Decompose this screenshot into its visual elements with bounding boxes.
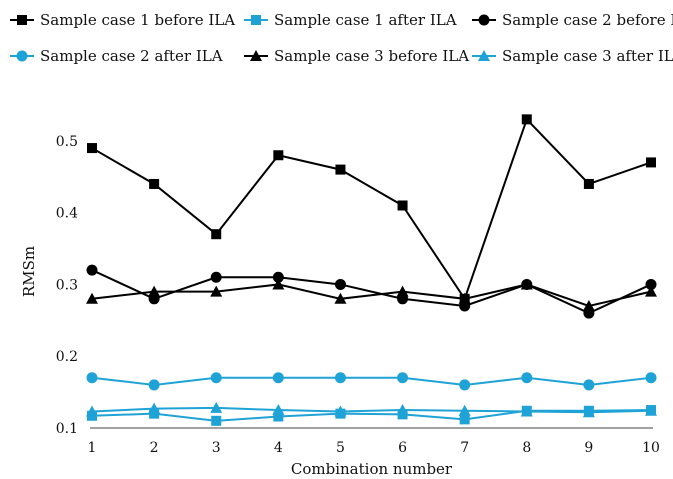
x-axis-title: Combination number — [291, 460, 453, 478]
legend-label: Sample case 3 before ILA — [274, 47, 469, 65]
data-point — [86, 264, 98, 276]
legend-entry: Sample case 1 before ILA — [10, 11, 235, 29]
legend-entry: Sample case 1 after ILA — [244, 11, 457, 29]
data-point — [458, 292, 471, 304]
data-point — [210, 372, 222, 384]
data-point — [582, 406, 595, 418]
data-point — [86, 372, 98, 384]
x-tick-label: 2 — [150, 440, 159, 456]
series-line — [91, 409, 652, 422]
series-6 — [86, 401, 657, 418]
data-point — [211, 415, 222, 426]
y-tick-label: 0.1 — [56, 421, 78, 437]
legend-label: Sample case 2 after ILA — [40, 47, 223, 65]
series-line — [91, 283, 652, 308]
data-point — [148, 402, 161, 414]
legend-label: Sample case 3 after ILA — [502, 47, 673, 65]
x-tick-label: 10 — [642, 440, 660, 456]
y-tick-label: 0.2 — [56, 349, 78, 365]
legend: Sample case 1 before ILA Sample case 1 af… — [10, 11, 673, 65]
data-point — [273, 150, 284, 161]
series-5 — [86, 278, 657, 311]
legend-marker — [17, 15, 27, 25]
data-point — [86, 405, 98, 417]
data-point — [521, 114, 532, 125]
data-point — [520, 405, 533, 417]
data-point — [396, 404, 409, 416]
series-line — [91, 269, 652, 315]
data-point — [148, 379, 160, 391]
data-point — [520, 278, 533, 290]
x-tick-labels: 1 2 3 4 5 6 7 8 9 10 — [88, 440, 660, 456]
data-point — [272, 278, 285, 290]
data-point — [149, 178, 160, 189]
legend-label: Sample case 1 after ILA — [274, 11, 457, 29]
data-point — [582, 299, 595, 311]
data-point — [87, 143, 97, 154]
series-line — [91, 117, 652, 302]
data-point — [86, 292, 98, 304]
data-point — [396, 285, 409, 297]
x-tick-label: 6 — [398, 440, 407, 456]
data-point — [273, 411, 284, 422]
data-point — [459, 414, 470, 425]
legend-entry: Sample case 3 before ILA — [244, 47, 469, 65]
data-point — [272, 372, 284, 384]
data-point — [521, 372, 533, 384]
data-point — [210, 285, 223, 297]
data-point — [272, 404, 285, 416]
data-point — [334, 278, 346, 290]
data-point — [646, 157, 656, 168]
y-tick-label: 0.5 — [56, 134, 78, 150]
data-point — [148, 285, 161, 297]
legend-marker — [251, 15, 261, 25]
legend-entry: Sample case 2 before ILA — [472, 11, 673, 29]
data-point — [335, 164, 346, 175]
data-point — [210, 271, 222, 283]
legend-marker — [478, 50, 490, 61]
y-axis-title: RMSm — [20, 246, 38, 297]
x-tick-label: 5 — [336, 440, 345, 456]
x-tick-label: 1 — [88, 440, 97, 456]
legend-marker — [250, 50, 262, 61]
y-tick-labels: 0.1 0.2 0.3 0.4 0.5 — [56, 134, 78, 437]
x-tick-label: 7 — [460, 440, 469, 456]
series-1 — [87, 114, 656, 304]
data-point — [334, 405, 347, 417]
x-tick-label: 4 — [274, 440, 283, 456]
data-point — [583, 178, 594, 189]
data-point — [645, 404, 657, 416]
data-point — [334, 372, 346, 384]
data-point — [149, 408, 160, 419]
data-point — [334, 292, 347, 304]
axes: 1 2 3 4 5 6 7 8 9 10 0.1 0.2 0.3 0.4 0.5 Combination … — [20, 134, 660, 478]
x-tick-label: 9 — [584, 440, 593, 456]
data-point — [459, 379, 471, 391]
legend-entry: Sample case 2 after ILA — [10, 47, 223, 65]
x-tick-label: 3 — [212, 440, 221, 456]
plot-area — [86, 114, 657, 426]
legend-label: Sample case 1 before ILA — [40, 11, 235, 29]
y-tick-label: 0.4 — [56, 206, 78, 222]
series-4 — [86, 372, 657, 391]
data-point — [645, 278, 657, 290]
legend-entry: Sample case 3 after ILA — [472, 47, 673, 65]
y-tick-label: 0.3 — [56, 277, 78, 293]
series-line — [91, 406, 652, 414]
data-point — [210, 401, 223, 413]
series-line — [91, 376, 652, 386]
legend-marker — [16, 50, 28, 62]
data-point — [211, 229, 222, 240]
data-point — [645, 285, 657, 297]
data-point — [645, 372, 657, 384]
legend-label: Sample case 2 before ILA — [502, 11, 673, 29]
data-point — [458, 404, 471, 416]
x-tick-label: 8 — [522, 440, 531, 456]
data-point — [272, 271, 284, 283]
data-point — [583, 379, 595, 391]
data-point — [397, 200, 408, 211]
data-point — [397, 372, 409, 384]
legend-marker — [478, 14, 490, 26]
